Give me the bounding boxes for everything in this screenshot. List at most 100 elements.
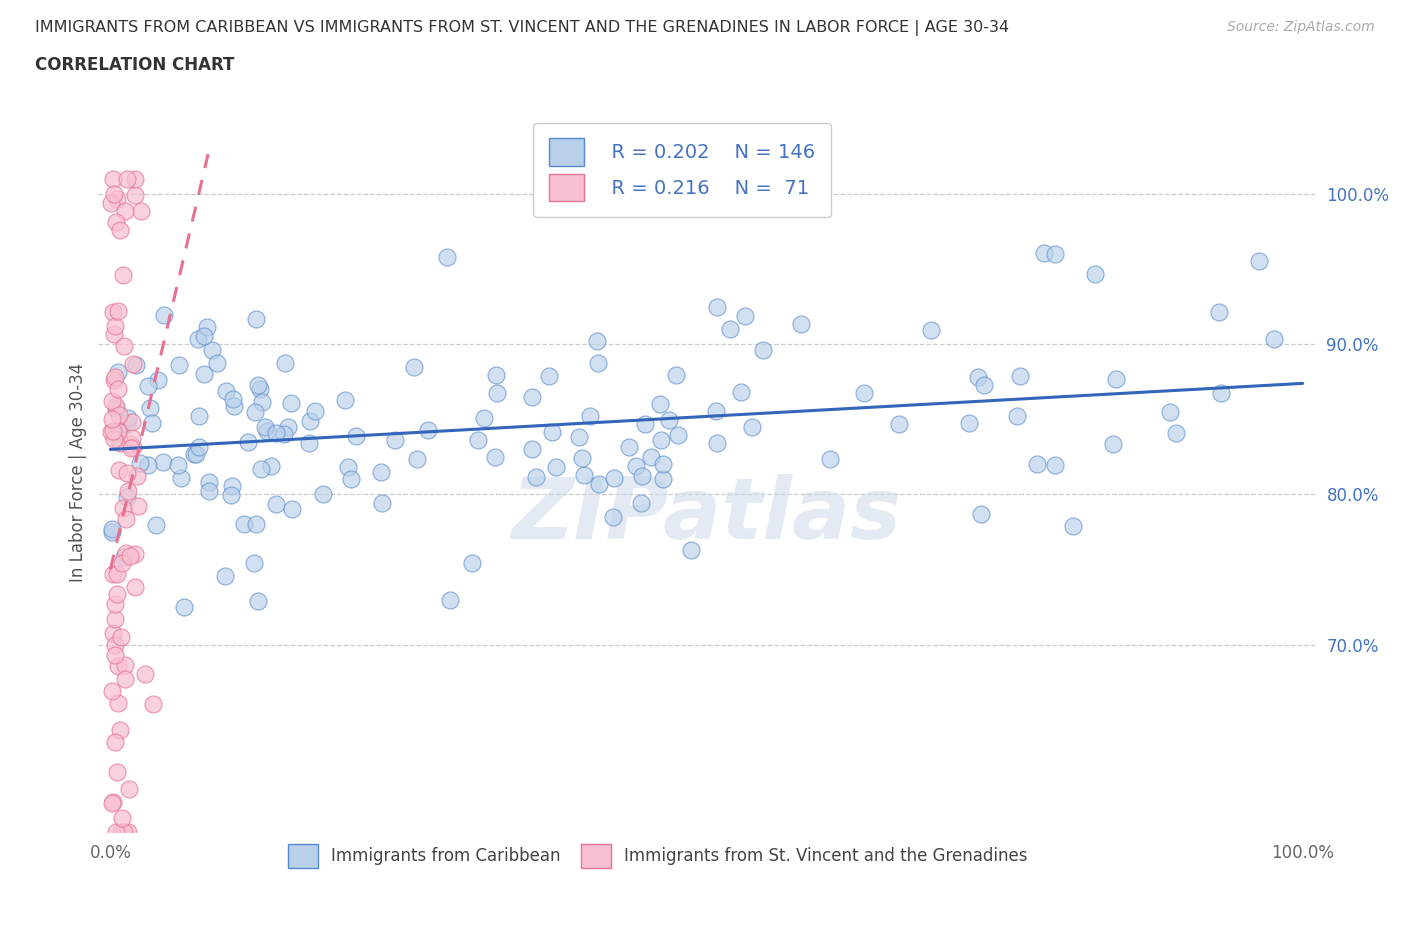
Point [752, 342, 775, 357]
Point [104, 735, 127, 750]
Point [104, 370, 127, 385]
Point [546, 459, 568, 474]
Point [108, 222, 131, 237]
Point [245, 312, 267, 326]
Point [572, 468, 595, 483]
Point [299, 414, 322, 429]
Point [121, 415, 143, 430]
Point [101, 566, 124, 581]
Point [101, 684, 124, 698]
Point [970, 507, 993, 522]
Point [100, 525, 122, 539]
Point [959, 416, 981, 431]
Point [195, 320, 218, 335]
Point [706, 435, 728, 450]
Point [114, 545, 136, 560]
Point [166, 458, 188, 472]
Point [384, 432, 406, 447]
Point [219, 487, 242, 502]
Point [658, 412, 681, 427]
Point [304, 404, 326, 418]
Point [617, 439, 640, 454]
Point [101, 794, 124, 809]
Point [112, 500, 135, 515]
Point [121, 431, 143, 445]
Point [484, 449, 506, 464]
Point [650, 396, 672, 411]
Point [640, 450, 662, 465]
Point [1208, 305, 1230, 320]
Point [107, 764, 129, 779]
Text: IMMIGRANTS FROM CARIBBEAN VS IMMIGRANTS FROM ST. VINCENT AND THE GRENADINES IN L: IMMIGRANTS FROM CARIBBEAN VS IMMIGRANTS … [35, 20, 1010, 36]
Point [114, 204, 136, 219]
Point [100, 195, 122, 210]
Point [124, 172, 146, 187]
Point [110, 436, 132, 451]
Point [111, 555, 134, 570]
Point [170, 471, 193, 485]
Point [524, 470, 547, 485]
Point [184, 446, 207, 461]
Point [681, 543, 703, 558]
Point [117, 483, 139, 498]
Point [120, 436, 142, 451]
Point [1263, 331, 1285, 346]
Point [108, 462, 131, 477]
Point [117, 410, 139, 425]
Point [103, 172, 125, 187]
Point [1008, 368, 1031, 383]
Point [114, 658, 136, 672]
Point [634, 417, 657, 432]
Point [107, 424, 129, 439]
Point [104, 647, 127, 662]
Point [193, 366, 215, 381]
Point [281, 501, 304, 516]
Point [370, 465, 392, 480]
Point [222, 399, 245, 414]
Point [243, 405, 266, 419]
Point [124, 547, 146, 562]
Point [1005, 408, 1028, 423]
Point [1062, 519, 1084, 534]
Point [1209, 385, 1232, 400]
Point [169, 358, 191, 373]
Point [718, 322, 741, 337]
Point [1032, 246, 1054, 260]
Point [124, 580, 146, 595]
Point [105, 566, 128, 581]
Point [887, 417, 910, 432]
Point [103, 373, 125, 388]
Point [108, 407, 131, 422]
Point [568, 429, 591, 444]
Point [245, 516, 267, 531]
Point [101, 626, 124, 641]
Point [125, 469, 148, 484]
Point [104, 825, 127, 840]
Point [973, 378, 995, 392]
Point [188, 408, 211, 423]
Point [624, 458, 647, 473]
Legend: Immigrants from Caribbean, Immigrants from St. Vincent and the Grenadines: Immigrants from Caribbean, Immigrants fr… [281, 838, 1035, 874]
Point [115, 172, 138, 187]
Point [337, 460, 360, 475]
Point [117, 489, 139, 504]
Point [249, 381, 271, 396]
Point [104, 638, 127, 653]
Point [152, 308, 174, 323]
Point [141, 416, 163, 431]
Point [103, 432, 125, 447]
Point [579, 409, 602, 424]
Point [198, 474, 221, 489]
Point [112, 339, 135, 353]
Point [107, 303, 129, 318]
Point [120, 549, 142, 564]
Point [666, 428, 689, 443]
Point [117, 825, 139, 840]
Text: ZIPatlas: ZIPatlas [512, 473, 901, 557]
Point [602, 510, 624, 525]
Point [129, 455, 152, 470]
Point [115, 466, 138, 481]
Point [122, 440, 145, 455]
Point [139, 400, 162, 415]
Point [103, 326, 125, 341]
